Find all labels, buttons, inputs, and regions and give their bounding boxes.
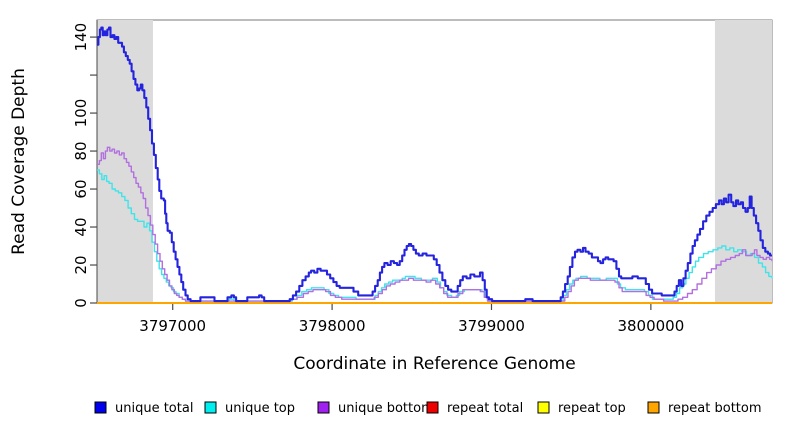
legend-swatch-repeat-bottom — [647, 401, 660, 414]
legend-swatch-unique-total — [94, 401, 107, 414]
legend-swatch-unique-bottom — [317, 401, 330, 414]
x-axis-title: Coordinate in Reference Genome — [293, 354, 575, 374]
legend-label: unique bottom — [338, 401, 434, 416]
legend-swatch-repeat-top — [537, 401, 550, 414]
y-axis-title: Read Coverage Depth — [9, 68, 29, 255]
legend-label: unique top — [225, 401, 295, 416]
y-tick-label: 40 — [72, 217, 90, 236]
masked-region-right — [714, 20, 772, 303]
legend-item-repeat-bottom: repeat bottom — [647, 401, 762, 416]
legend-label: repeat bottom — [668, 401, 762, 416]
y-tick-label: 100 — [72, 99, 90, 128]
legend-item-repeat-total: repeat total — [426, 401, 523, 416]
plot-frame — [96, 19, 773, 304]
legend-swatch-unique-top — [204, 401, 217, 414]
legend-label: unique total — [115, 401, 193, 416]
y-tick-label: 140 — [72, 23, 90, 52]
series-unique-bottom — [97, 146, 773, 302]
legend-item-unique-bottom: unique bottom — [317, 401, 434, 416]
x-tick-label: 3799000 — [458, 317, 525, 335]
x-tick-label: 3798000 — [299, 317, 366, 335]
x-tick-label: 3800000 — [617, 317, 684, 335]
legend-item-unique-top: unique top — [204, 401, 295, 416]
legend-swatch-repeat-total — [426, 401, 439, 414]
legend-label: repeat total — [447, 401, 523, 416]
masked-region-left — [97, 20, 153, 303]
series-unique-top — [97, 169, 773, 302]
legend-label: repeat top — [558, 401, 626, 416]
y-tick-label: 20 — [72, 255, 90, 274]
y-tick-label: 60 — [72, 179, 90, 198]
legend-item-unique-total: unique total — [94, 401, 193, 416]
x-tick-label: 3797000 — [139, 317, 206, 335]
y-tick-label: 80 — [72, 142, 90, 161]
series-unique-total — [97, 26, 772, 303]
y-tick-label: 0 — [72, 298, 90, 308]
legend-item-repeat-top: repeat top — [537, 401, 626, 416]
